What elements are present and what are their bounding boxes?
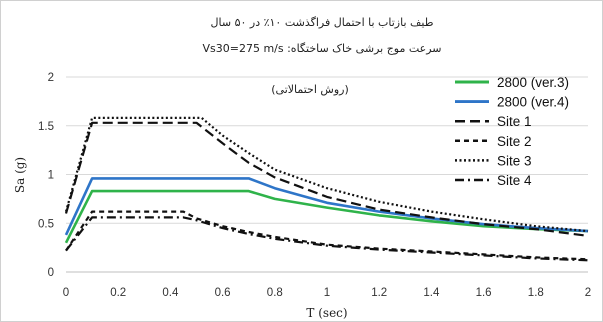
x-tick-label: 1.2: [371, 287, 387, 299]
legend-label: 2800 (ver.4): [497, 95, 569, 110]
title-line-3: (روش احتمالاتی): [271, 83, 349, 96]
x-tick-label: 2: [585, 287, 591, 299]
x-tick-label: 1.4: [423, 287, 440, 299]
y-tick-label: 0: [48, 267, 54, 279]
y-tick-label: 2: [48, 72, 54, 84]
series-line-4: [65, 210, 589, 261]
legend-label: Site 4: [497, 173, 532, 188]
title-line-1: طیف بازتاب با احتمال فراگذشت ۱۰٪ در ۵۰ س…: [211, 16, 434, 29]
series-line-3: [64, 121, 589, 237]
x-tick-label: 0: [63, 287, 69, 299]
y-tick-label: 0.5: [38, 218, 54, 230]
title-line-2: سرعت موج برشی خاک ساختگاه: Vs30=275 m/s: [202, 42, 441, 55]
x-tick-label: 0.8: [267, 287, 283, 299]
legend: 2800 (ver.3) 2800 (ver.4) Site 1 Site 2 Site…: [455, 75, 569, 188]
series-line-1: [64, 189, 589, 244]
x-tick-label: 0.2: [110, 287, 126, 299]
x-tick-labels: 0 0.2 0.4 0.6 0.8 1 1.2 1.4 1.6 1.8 2: [63, 287, 591, 299]
x-tick-label: 1.8: [528, 287, 544, 299]
x-tick-label: 1.6: [476, 287, 492, 299]
legend-label: Site 3: [497, 153, 532, 168]
x-tick-label: 0.4: [162, 287, 179, 299]
series-line-6: [65, 216, 589, 262]
y-axis-label: Sa (g): [13, 157, 27, 193]
x-axis-label: T (sec): [306, 306, 347, 320]
legend-label: Site 2: [497, 134, 532, 149]
y-tick-label: 1.5: [38, 121, 54, 133]
series-line-2: [64, 177, 589, 236]
y-tick-label: 1: [48, 170, 54, 182]
chart-title: طیف بازتاب با احتمال فراگذشت ۱۰٪ در ۵۰ س…: [202, 16, 441, 96]
legend-label: 2800 (ver.3): [497, 75, 569, 90]
x-tick-label: 1: [324, 287, 330, 299]
series-lines: [64, 116, 589, 262]
series-line-5: [64, 116, 589, 233]
y-tick-labels: 0 0.5 1 1.5 2: [38, 72, 54, 279]
x-tick-label: 0.6: [215, 287, 231, 299]
legend-label: Site 1: [497, 114, 532, 129]
